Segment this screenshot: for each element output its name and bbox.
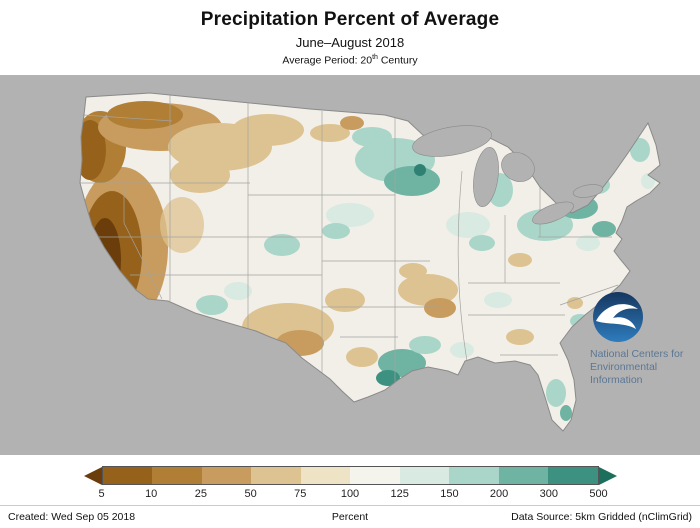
colorbar-tick-300: 300	[539, 488, 558, 500]
agency-line-2: Environmental	[590, 361, 657, 373]
average-period-prefix: Average Period: 20	[282, 54, 373, 67]
colorbar-tick-50: 50	[244, 488, 257, 500]
colorbar-segment-9	[498, 467, 548, 484]
colorbar-left-arrow-icon	[83, 466, 102, 485]
colorbar-segment-2	[152, 467, 202, 484]
colorbar-segments	[101, 466, 599, 485]
colorbar-tick-10: 10	[145, 488, 158, 500]
colorbar-segment-10	[548, 467, 598, 484]
colorbar-tick-200: 200	[489, 488, 509, 500]
colorbar-segment-8	[449, 467, 499, 484]
legend: 5 10 25 50 75 100 125 150 200 300 500	[0, 455, 700, 505]
legend-unit-label: Percent	[331, 511, 369, 523]
colorbar-tick-25: 25	[194, 488, 208, 500]
colorbar: 5 10 25 50 75 100 125 150 200 300 500	[83, 466, 617, 501]
footer: Created: Wed Sep 05 2018 Percent Data So…	[0, 505, 700, 528]
colorbar-tick-100: 100	[340, 488, 360, 500]
colorbar-right-arrow-icon	[598, 466, 617, 485]
colorbar-segment-5	[300, 467, 350, 484]
colorbar-segment-1	[102, 467, 152, 484]
average-period-superscript: th	[372, 54, 378, 61]
data-source: Data Source: 5km Gridded (nClimGrid)	[511, 511, 692, 523]
precipitation-map: National Centers for Environmental Infor…	[0, 75, 700, 455]
colorbar-tick-500: 500	[589, 488, 608, 500]
map-title: Precipitation Percent of Average	[200, 9, 500, 30]
colorbar-segment-3	[201, 467, 251, 484]
colorbar-segment-4	[251, 467, 301, 484]
colorbar-segment-7	[399, 467, 449, 484]
map-area: National Centers for Environmental Infor…	[0, 75, 700, 455]
colorbar-tick-75: 75	[294, 488, 307, 500]
average-period-suffix: Century	[377, 54, 418, 67]
header: Precipitation Percent of Average June–Au…	[0, 0, 700, 75]
noaa-logo-icon	[593, 292, 643, 342]
colorbar-tick-125: 125	[390, 488, 409, 500]
average-period: Average Period: 20th Century	[0, 54, 700, 67]
map-subtitle: June–August 2018	[295, 35, 405, 50]
agency-line-1: National Centers for	[590, 348, 684, 360]
agency-name: National Centers for Environmental Infor…	[590, 348, 684, 386]
colorbar-segment-6	[350, 467, 400, 484]
agency-line-3: Information	[590, 374, 643, 386]
colorbar-tick-150: 150	[440, 488, 459, 500]
created-date: Created: Wed Sep 05 2018	[8, 511, 136, 523]
colorbar-tick-5: 5	[98, 488, 105, 500]
colorbar-tick-labels: 5 10 25 50 75 100 125 150 200 300 500	[98, 488, 607, 501]
great-lakes	[412, 125, 604, 225]
state-borders	[80, 95, 619, 383]
